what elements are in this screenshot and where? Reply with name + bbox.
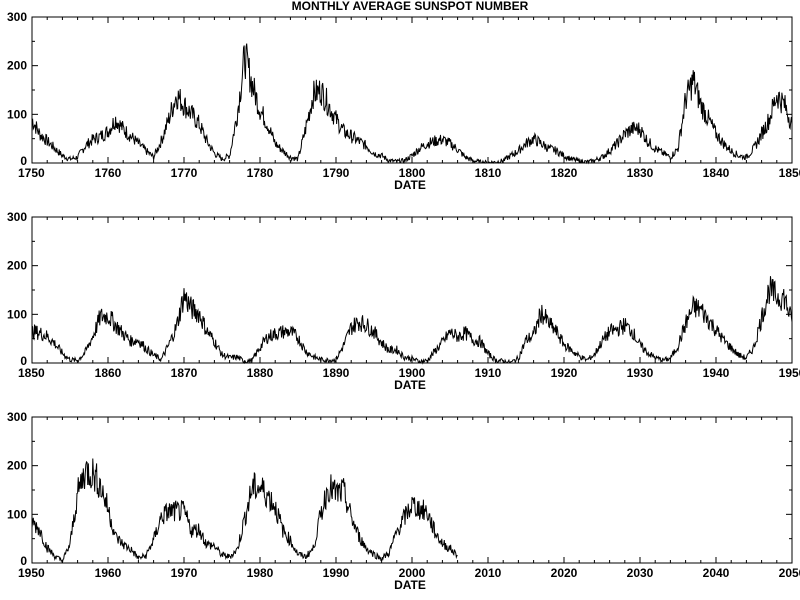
x-tick-label: 1810 xyxy=(475,166,502,180)
x-tick-label: 1800 xyxy=(399,166,426,180)
x-tick-label: 2050 xyxy=(779,566,800,580)
x-tick-label: 2030 xyxy=(627,566,654,580)
series-line-1 xyxy=(31,458,458,564)
x-tick-label: 1900 xyxy=(399,366,426,380)
x-tick-label: 1980 xyxy=(247,566,274,580)
x-tick-label: 1770 xyxy=(171,166,198,180)
x-axis-label: DATE xyxy=(394,178,426,192)
plot-frame xyxy=(31,416,793,564)
panel-1: 0 100 200 300 1750 1760 1770 1780 1790 1800 1810 18… xyxy=(7,10,800,192)
series-line-1 xyxy=(31,43,793,165)
x-tick-label: 2020 xyxy=(551,566,578,580)
x-tick-label: 1950 xyxy=(18,566,45,580)
x-tick-label: 1890 xyxy=(323,366,350,380)
x-tick-label: 1850 xyxy=(779,166,800,180)
x-axis-label: DATE xyxy=(394,578,426,592)
plot-frame xyxy=(31,216,793,364)
x-tick-label: 1940 xyxy=(703,366,730,380)
y-tick-label: 300 xyxy=(7,210,27,224)
x-tick-label: 2010 xyxy=(475,566,502,580)
panel-2: 0 100 200 300 1850 1860 1870 1880 1890 1900 1910 19… xyxy=(7,210,800,392)
x-tick-label: 1950 xyxy=(779,366,800,380)
y-tick-label: 100 xyxy=(7,107,27,121)
y-tick-label: 200 xyxy=(7,459,27,473)
x-tick-label: 2000 xyxy=(399,566,426,580)
x-tick-label: 1830 xyxy=(627,166,654,180)
x-tick-label: 1920 xyxy=(551,366,578,380)
series-line-1 xyxy=(31,276,793,365)
chart-panels: 0 100 200 300 1750 1760 1770 1780 1790 1800 1810 18… xyxy=(7,10,800,592)
plot-frame xyxy=(31,16,793,164)
panel-3: 0 100 200 300 1950 1960 1970 1980 1990 2000 2010 20… xyxy=(7,410,800,592)
x-tick-label: 2040 xyxy=(703,566,730,580)
y-tick-label: 0 xyxy=(20,154,27,168)
y-tick-label: 200 xyxy=(7,59,27,73)
x-tick-label: 1870 xyxy=(171,366,198,380)
x-tick-label: 1970 xyxy=(171,566,198,580)
x-tick-label: 1930 xyxy=(627,366,654,380)
x-tick-label: 1880 xyxy=(247,366,274,380)
x-tick-label: 1850 xyxy=(18,366,45,380)
y-tick-label: 0 xyxy=(20,554,27,568)
y-tick-label: 100 xyxy=(7,507,27,521)
x-tick-label: 1910 xyxy=(475,366,502,380)
y-tick-label: 100 xyxy=(7,307,27,321)
x-tick-label: 1960 xyxy=(95,566,122,580)
y-tick-label: 300 xyxy=(7,10,27,24)
y-tick-label: 200 xyxy=(7,259,27,273)
x-tick-label: 1760 xyxy=(95,166,122,180)
x-tick-label: 1840 xyxy=(703,166,730,180)
x-tick-label: 1860 xyxy=(95,366,122,380)
x-tick-label: 1820 xyxy=(551,166,578,180)
x-tick-label: 1990 xyxy=(323,566,350,580)
x-tick-label: 1750 xyxy=(18,166,45,180)
x-tick-label: 1790 xyxy=(323,166,350,180)
y-tick-label: 0 xyxy=(20,354,27,368)
x-tick-label: 1780 xyxy=(247,166,274,180)
y-tick-label: 300 xyxy=(7,410,27,424)
chart-title: MONTHLY AVERAGE SUNSPOT NUMBER xyxy=(292,0,529,13)
x-axis-label: DATE xyxy=(394,378,426,392)
